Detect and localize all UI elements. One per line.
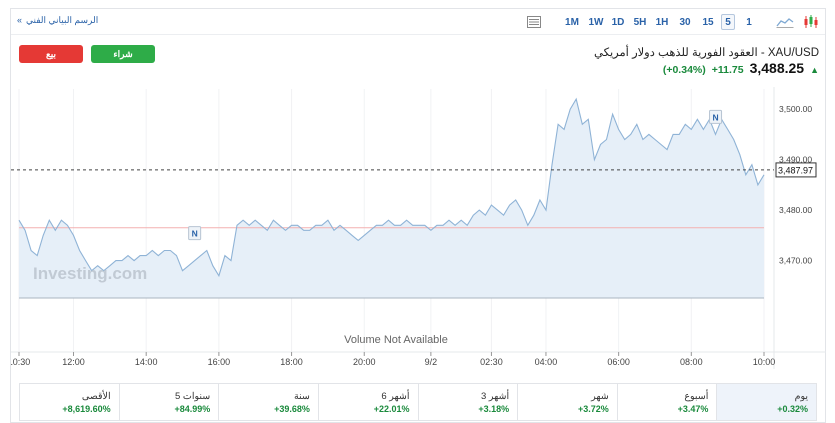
timeframe-5[interactable]: 5 — [721, 14, 735, 30]
x-tick-label: 9/2 — [425, 357, 438, 367]
candlestick-icon[interactable] — [801, 14, 821, 30]
table-icon[interactable] — [525, 14, 543, 30]
x-tick-label: 08:00 — [680, 357, 703, 367]
timeframe-1m[interactable]: 1M — [565, 16, 579, 28]
x-tick-label: 20:00 — [353, 357, 376, 367]
price-area — [19, 99, 764, 298]
performance-cell[interactable]: 6 أشهر +22.01% — [317, 384, 418, 420]
price-chart[interactable]: Investing.com 3,487.97 3,500.00 3,490.00 3,4… — [11, 9, 827, 379]
x-tick-label: 16:00 — [208, 357, 231, 367]
news-marker[interactable] — [188, 226, 202, 241]
news-marker-label: N — [192, 229, 198, 239]
performance-change: +22.01% — [373, 403, 410, 414]
instrument-title: XAU/USD - العقود الفورية للذهب دولار أمر… — [594, 47, 819, 59]
buy-button[interactable]: شراء — [91, 45, 155, 63]
performance-period: يوم — [794, 390, 808, 402]
timeframe-1d[interactable]: 1D — [611, 16, 625, 28]
y-tick-label: 3,500.00 — [779, 104, 812, 114]
chart-toolbar: 1M 1W 1D 5H 1H 30 15 5 1 — [11, 9, 825, 35]
change-percent: (+0.34%) — [662, 64, 706, 76]
timeframe-30[interactable]: 30 — [679, 16, 691, 28]
performance-change: +8,619.60% — [62, 403, 111, 414]
current-price-box — [775, 162, 817, 178]
watermark-logo: Investing.com — [33, 264, 147, 283]
performance-period: أسبوع — [684, 390, 709, 402]
y-tick-label: 3,490.00 — [779, 155, 812, 165]
performance-change: +3.72% — [577, 403, 609, 414]
volume-note: Volume Not Available — [344, 334, 448, 346]
performance-change: +0.32% — [777, 403, 808, 414]
x-tick-label: 02:30 — [480, 357, 503, 367]
current-price-label: 3,487.97 — [778, 165, 813, 175]
performance-change: +3.47% — [677, 403, 709, 414]
x-tick-label: 06:00 — [607, 357, 630, 367]
x-tick-label: 12:00 — [62, 357, 85, 367]
performance-cell[interactable]: شهر +3.72% — [517, 384, 617, 420]
technical-link-label: الرسم البياني الفني — [26, 15, 99, 25]
timeframe-5h[interactable]: 5H — [633, 16, 647, 28]
double-chevron-icon: » — [17, 15, 23, 25]
performance-change: +84.99% — [174, 403, 211, 414]
x-tick-label: 10:00 — [753, 357, 776, 367]
y-tick-label: 3,480.00 — [779, 205, 812, 215]
performance-change: +39.68% — [274, 403, 310, 414]
performance-period: شهر — [591, 390, 609, 402]
performance-strip: الأقصى +8,619.60% 5 سنوات +84.99% سنة +39.68%… — [19, 383, 817, 421]
performance-cell[interactable]: 3 أشهر +3.18% — [417, 384, 518, 420]
price-row: (+0.34%) +11.75 3,488.25 ▲ — [663, 60, 819, 76]
performance-change: +3.18% — [478, 403, 510, 414]
change-value: +11.75 — [711, 64, 744, 76]
performance-cell[interactable]: سنة +39.68% — [218, 384, 318, 420]
performance-cell[interactable]: أسبوع +3.47% — [616, 384, 717, 420]
x-tick-label: 04:00 — [535, 357, 558, 367]
performance-cell[interactable]: يوم +0.32% — [716, 384, 816, 420]
price-line — [18, 97, 765, 278]
performance-period: 6 أشهر — [381, 390, 410, 402]
timeframe-15[interactable]: 15 — [702, 16, 714, 28]
timeframe-1[interactable]: 1 — [746, 16, 752, 28]
performance-cell[interactable]: الأقصى +8,619.60% — [20, 384, 119, 420]
performance-period: سنة — [293, 390, 310, 402]
up-arrow-icon: ▲ — [810, 65, 819, 75]
performance-cell[interactable]: 5 سنوات +84.99% — [118, 384, 219, 420]
chart-widget: 1M 1W 1D 5H 1H 30 15 5 1 الرسم البياني الفني » ب… — [10, 8, 826, 423]
x-tick-label: 14:00 — [135, 357, 158, 367]
x-tick-label: 10:30 — [11, 357, 30, 367]
performance-period: 3 أشهر — [480, 390, 510, 402]
timeframe-1h[interactable]: 1H — [655, 16, 669, 28]
performance-period: الأقصى — [81, 390, 111, 402]
y-tick-label: 3,470.00 — [779, 256, 812, 266]
performance-period: 5 سنوات — [174, 390, 211, 402]
x-tick-label: 18:00 — [280, 357, 303, 367]
area-chart-icon[interactable] — [775, 14, 795, 30]
timeframe-1w[interactable]: 1W — [588, 16, 604, 28]
news-marker-label: N — [712, 112, 718, 122]
technical-chart-link[interactable]: الرسم البياني الفني » — [17, 15, 98, 26]
news-marker[interactable] — [709, 109, 723, 124]
last-price: 3,488.25 — [749, 60, 805, 76]
sell-button[interactable]: بيع — [19, 45, 83, 63]
